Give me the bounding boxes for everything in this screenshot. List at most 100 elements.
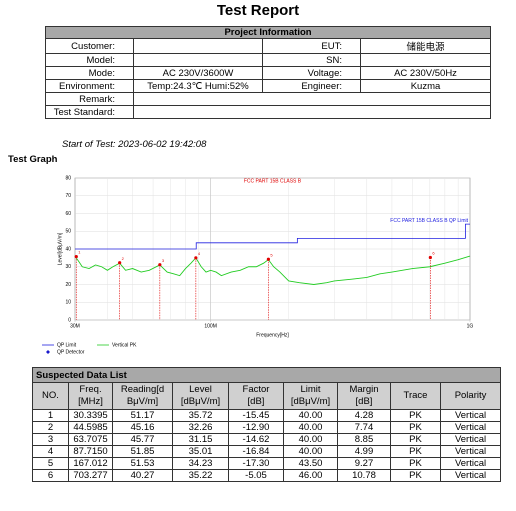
column-header: Limit [dBμV/m] (283, 382, 338, 410)
marker-number: 6 (432, 251, 435, 256)
legend-label: Vertical PK (112, 342, 137, 348)
column-header: Trace (390, 382, 441, 410)
row: Remark: (45, 92, 492, 106)
y-tick-label: 10 (65, 300, 71, 306)
header-line: Limit (300, 384, 321, 395)
report-title: Test Report (216, 2, 300, 19)
detector-marker (266, 257, 270, 261)
cell: Vertical (439, 433, 502, 446)
series-line (75, 223, 470, 250)
cell (133, 38, 263, 54)
cell: 10.78 (337, 469, 391, 482)
detector-marker (428, 255, 432, 260)
cell: PK (390, 421, 441, 434)
cell: 43.50 (283, 457, 338, 470)
row: 4 87.7150 51.85 35.01 -16.84 40.00 4.99 PK Verti… (32, 445, 502, 458)
cell: 35.22 (172, 469, 229, 482)
cell: Vertical (439, 469, 502, 482)
cell: -16.84 (228, 445, 284, 458)
header-line: [dB] (355, 396, 373, 407)
row: Mode: AC 230V/3600W Voltage: AC 230V/50Hz (45, 66, 492, 80)
header-line: BμV/m] (126, 396, 159, 407)
column-header: Margin [dB] (337, 382, 391, 410)
cell: Mode: (45, 66, 134, 80)
row: 6 703.277 40.27 35.22 -5.05 46.00 10.78 PK Verti… (32, 469, 502, 482)
row: 1 30.3395 51.17 35.72 -15.45 40.00 4.28 PK Verti… (32, 409, 502, 422)
legend-label: QP Limit (57, 342, 77, 348)
header-line: Factor (242, 384, 270, 395)
detector-marker (74, 254, 78, 259)
limit-label: FCC PART 15B CLASS B QP Limit (390, 218, 468, 224)
header-line: [dBμV/m] (290, 396, 331, 407)
cell: 167.012 (68, 457, 113, 470)
y-tick-label: 20 (65, 282, 71, 288)
detector-marker (194, 256, 198, 260)
header-line: NO. (42, 390, 59, 401)
chart: 0 10 20 30 40 50 60 70 80 30M 100M 1G FCC PART 15B C… (42, 175, 474, 355)
cell: 45.16 (112, 421, 173, 434)
column-header: Freq. [MHz] (68, 382, 113, 410)
cell: 87.7150 (68, 445, 113, 458)
y-tick-label: 50 (65, 229, 71, 235)
cell: 703.277 (68, 469, 113, 482)
cell: -15.45 (228, 409, 284, 422)
cell: 45.77 (112, 433, 173, 446)
cell (132, 92, 492, 106)
cell: 8.85 (337, 433, 391, 446)
header-line: Level (189, 384, 212, 395)
row: Suspected Data List (31, 367, 502, 383)
cell: Environment: (45, 79, 134, 93)
cell: Model: (45, 53, 134, 67)
cell: 40.00 (283, 421, 338, 434)
column-header: Level [dBμV/m] (172, 382, 229, 410)
cell: AC 230V/3600W (133, 66, 263, 80)
cell: PK (390, 445, 441, 458)
column-header: Reading[d BμV/m] (112, 382, 173, 410)
cell: 40.00 (283, 409, 338, 422)
project-title: Project Information (44, 26, 492, 39)
cell: PK (390, 469, 441, 482)
y-tick-label: 0 (68, 317, 71, 323)
marker-number: 3 (162, 258, 165, 263)
cell: 30.3395 (68, 409, 113, 422)
cell: 40.27 (112, 469, 173, 482)
cell: Test Standard: (45, 105, 134, 119)
cell: EUT: (262, 38, 361, 54)
cell: 2 (32, 421, 69, 434)
legend-label: QP Detector (57, 349, 85, 355)
y-tick-label: 80 (65, 175, 71, 181)
y-tick-label: 30 (65, 264, 71, 270)
x-tick-label: 1G (467, 323, 474, 329)
header-line: [dB] (247, 396, 265, 407)
cell: 40.00 (283, 433, 338, 446)
cell: 4.99 (337, 445, 391, 458)
row: Test Standard: (45, 105, 492, 119)
cell: Engineer: (262, 79, 361, 93)
chart-title: FCC PART 15B CLASS B (244, 178, 302, 184)
cell: 51.17 (112, 409, 173, 422)
marker-number: 1 (78, 250, 81, 255)
row: Customer: EUT: 储能电源 (45, 38, 492, 54)
cell: 储能电源 (359, 38, 492, 54)
header-line: [MHz] (78, 396, 103, 407)
x-tick-label: 30M (70, 323, 80, 329)
cell: Kuzma (359, 79, 492, 93)
cell: Vertical (439, 445, 502, 458)
cell: AC 230V/50Hz (359, 66, 492, 80)
cell: 7.74 (337, 421, 391, 434)
cell: Remark: (45, 92, 134, 106)
column-header: Polarity (439, 382, 502, 410)
cell: -17.30 (228, 457, 284, 470)
cell: 51.53 (112, 457, 173, 470)
y-tick-label: 40 (65, 246, 71, 252)
start-time: Start of Test: 2023-06-02 19:42:08 (62, 139, 207, 150)
cell (132, 105, 492, 119)
cell: 34.23 (172, 457, 229, 470)
cell: Customer: (45, 38, 134, 54)
cell: 63.7075 (68, 433, 113, 446)
cell: SN: (262, 53, 361, 67)
column-header: NO. (32, 382, 69, 410)
header-line: Reading[d (120, 384, 165, 395)
cell: 1 (32, 409, 69, 422)
row: 2 44.5985 45.16 32.26 -12.90 40.00 7.74 PK Verti… (32, 421, 502, 434)
